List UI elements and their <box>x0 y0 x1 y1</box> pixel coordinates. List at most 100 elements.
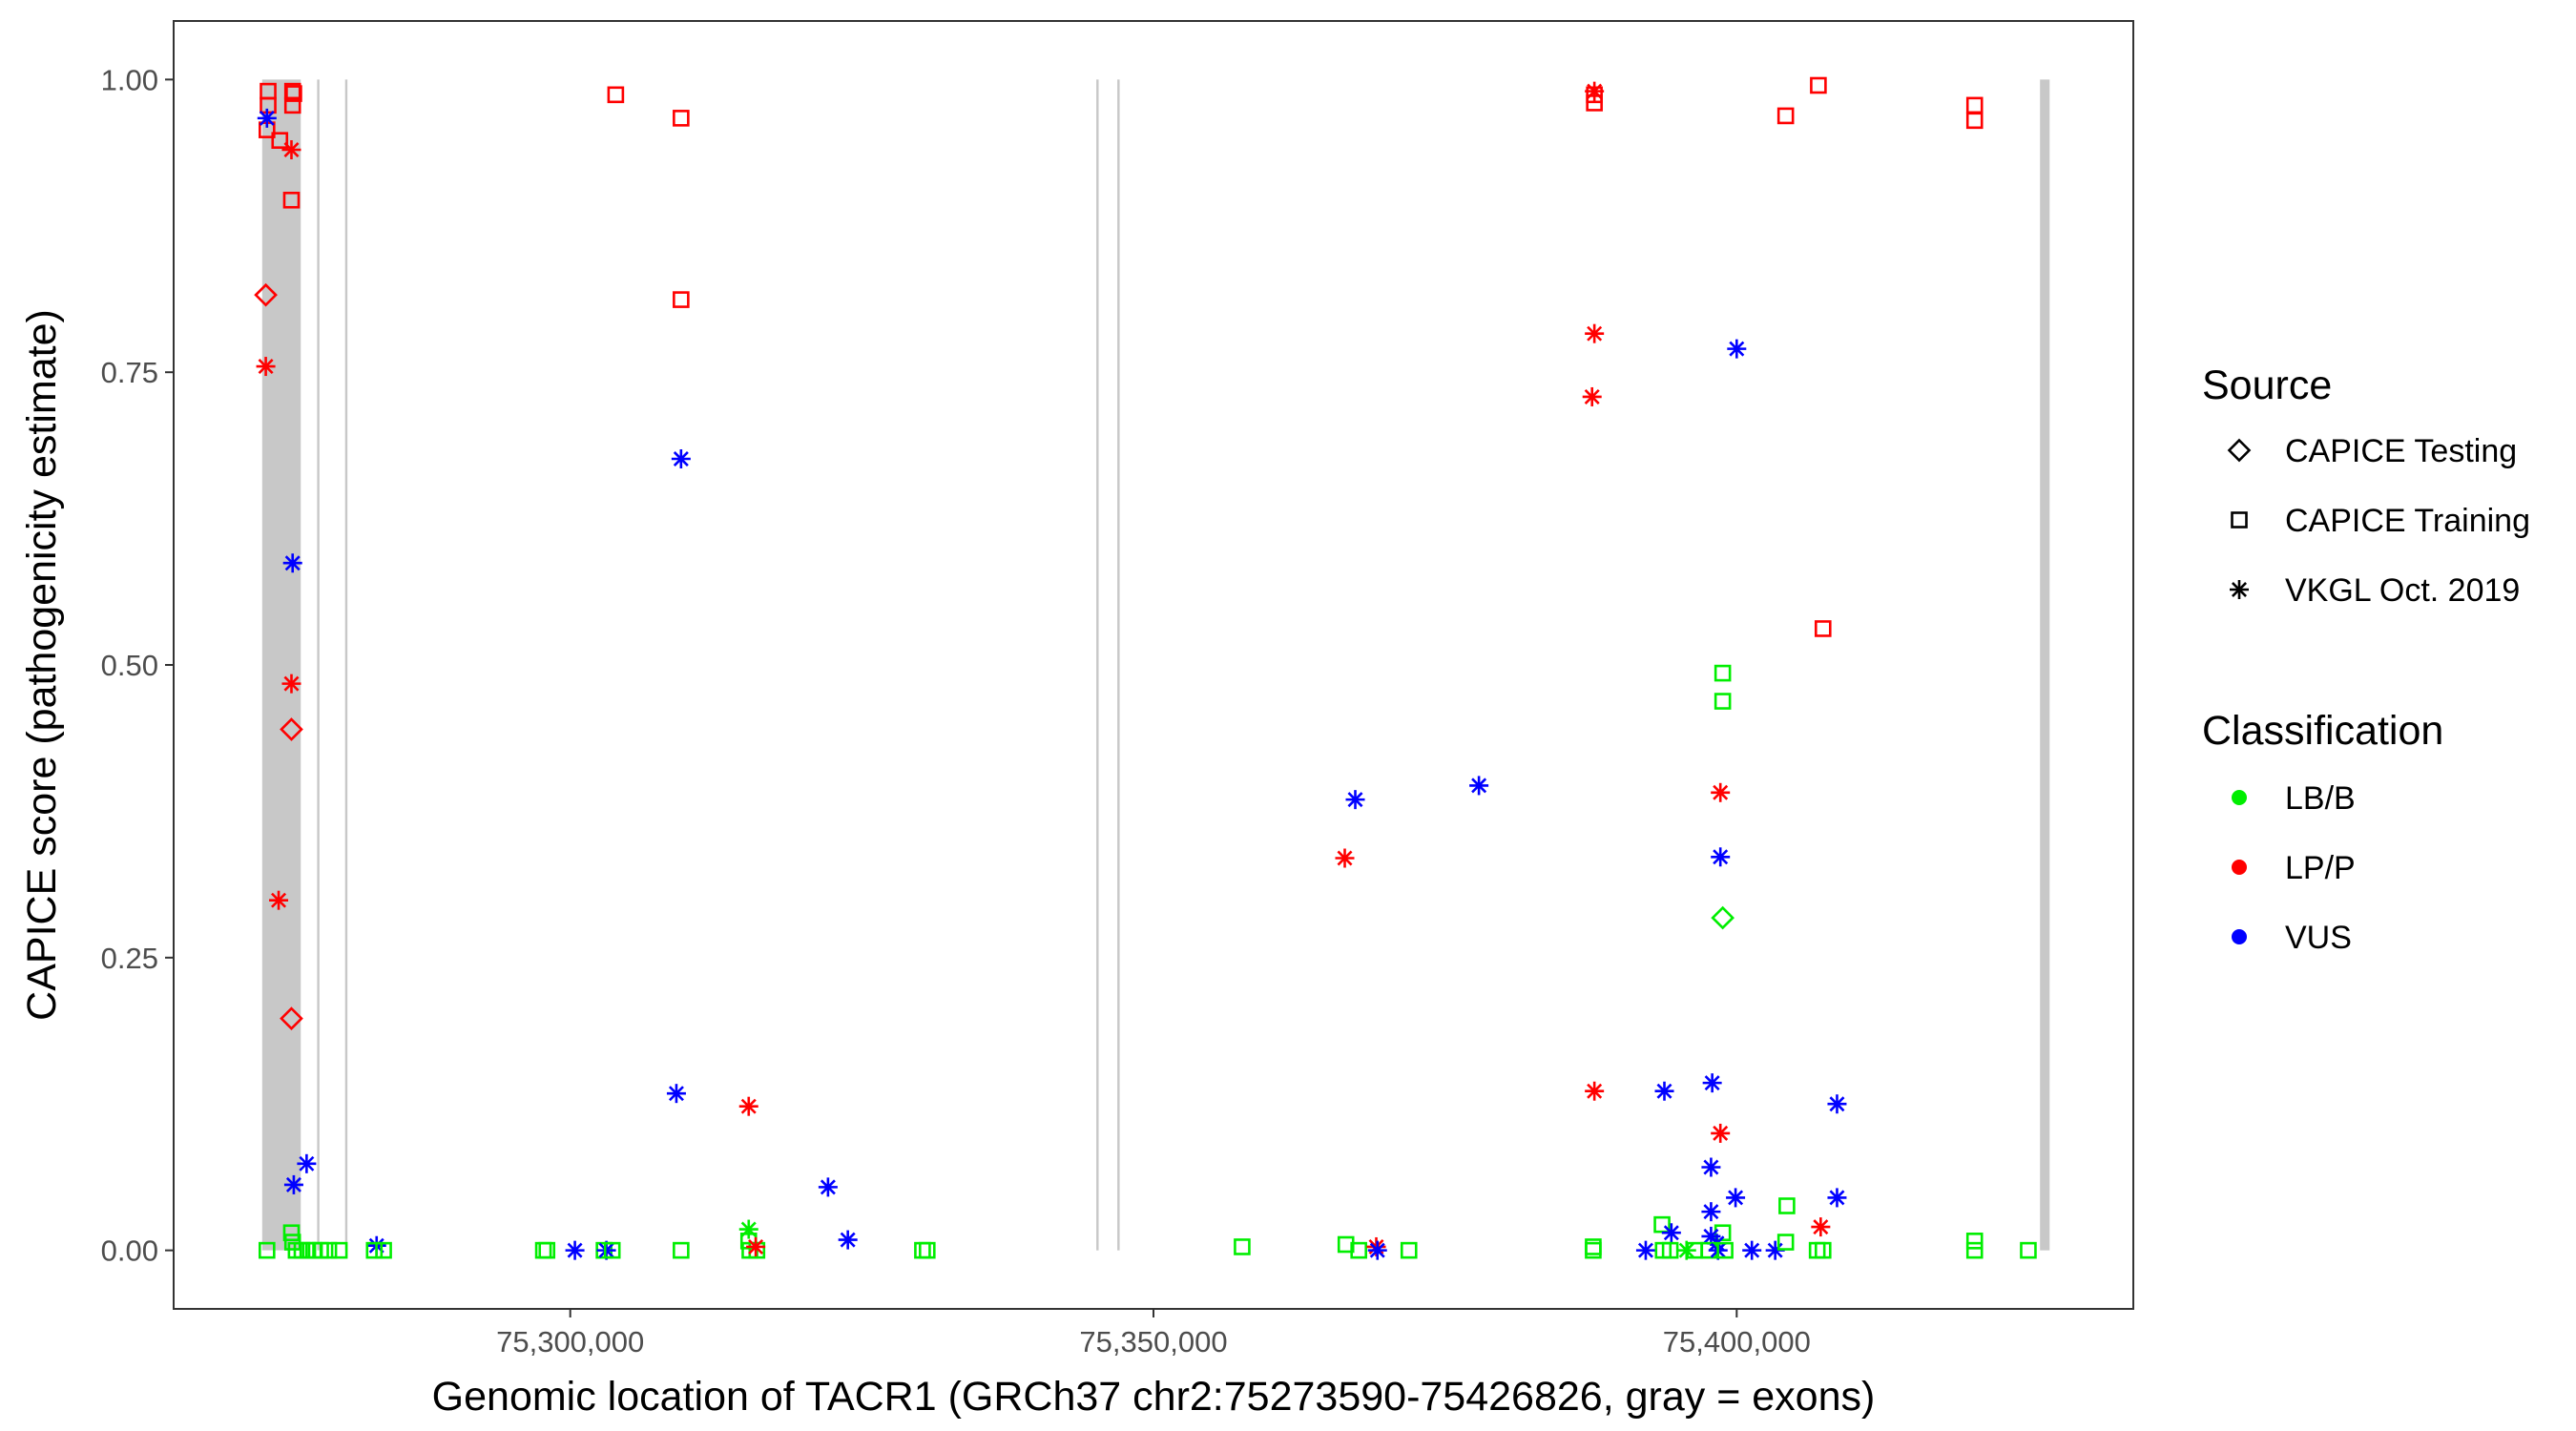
x-axis: 75,300,000 75,350,000 75,400,000 <box>496 1309 1811 1358</box>
exon-band <box>2040 79 2050 1251</box>
legend-source-label: CAPICE Testing <box>2285 433 2517 469</box>
data-point <box>1714 693 1732 710</box>
data-point <box>1765 1240 1785 1260</box>
data-point <box>259 1241 276 1259</box>
data-point <box>1635 1240 1655 1260</box>
data-point <box>1701 1157 1721 1177</box>
legend-source-items: CAPICE Testing CAPICE Training VKGL Oct. 2… <box>2227 433 2530 609</box>
data-point <box>607 86 625 104</box>
data-point <box>1726 1188 1746 1208</box>
legend-source-title: Source <box>2202 363 2332 408</box>
x-tick-label: 75,400,000 <box>1663 1325 1811 1358</box>
data-point <box>1965 1241 1984 1259</box>
legend-classification-label: LB/B <box>2285 780 2356 817</box>
exon-bands <box>261 79 2050 1251</box>
data-point <box>320 1241 338 1259</box>
data-point <box>818 1177 838 1197</box>
data-point <box>1814 1241 1832 1259</box>
legend: Source CAPICE Testing CAPICE Training VKGL… <box>2202 363 2530 956</box>
data-point <box>838 1230 858 1250</box>
x-tick-label: 75,300,000 <box>496 1325 644 1358</box>
y-tick-label: 0.00 <box>101 1234 158 1268</box>
data-point <box>746 1236 766 1256</box>
data-point <box>256 357 276 377</box>
data-point <box>1661 1223 1681 1243</box>
legend-classification-title: Classification <box>2202 708 2443 754</box>
data-point <box>1711 847 1731 867</box>
exon-band <box>261 79 301 1251</box>
data-point <box>297 1153 317 1173</box>
data-point <box>1778 1197 1796 1214</box>
legend-key-asterisk <box>2230 580 2249 599</box>
data-point <box>1776 107 1795 125</box>
legend-key-dot <box>2232 929 2247 944</box>
legend-source-label: VKGL Oct. 2019 <box>2285 572 2520 609</box>
data-point <box>1716 1241 1734 1259</box>
data-point <box>673 291 690 308</box>
data-point <box>1742 1240 1762 1260</box>
data-point <box>282 553 302 573</box>
exon-band <box>317 79 320 1251</box>
data-point <box>285 85 302 102</box>
data-point <box>1810 76 1827 94</box>
legend-key-dot <box>2232 790 2247 805</box>
data-point <box>282 1224 301 1242</box>
data-point <box>283 96 301 114</box>
y-axis: 0.00 0.25 0.50 0.75 1.00 <box>101 63 174 1268</box>
x-axis-label: Genomic location of TACR1 (GRCh37 chr2:7… <box>432 1374 1876 1420</box>
data-point <box>1714 664 1732 682</box>
y-tick-label: 0.25 <box>101 942 158 975</box>
data-point <box>1337 1235 1355 1254</box>
data-point <box>1702 1073 1722 1093</box>
data-point <box>603 1241 621 1259</box>
data-point <box>281 674 301 694</box>
data-point <box>1827 1094 1847 1114</box>
data-point <box>330 1241 348 1259</box>
data-point <box>1469 776 1489 796</box>
data-point <box>281 140 301 159</box>
y-tick-label: 0.50 <box>101 649 158 682</box>
data-point <box>565 1240 585 1260</box>
data-point <box>271 132 289 149</box>
legend-key-dot <box>2232 860 2247 875</box>
data-point <box>673 110 690 127</box>
data-point <box>280 1006 303 1030</box>
data-point <box>1811 1217 1831 1237</box>
data-point <box>1654 1081 1674 1101</box>
data-point <box>1582 386 1602 406</box>
exon-band <box>1117 79 1120 1251</box>
data-point <box>1827 1188 1847 1208</box>
data-point <box>1711 905 1735 930</box>
data-point <box>1965 1233 1984 1250</box>
data-point <box>1727 339 1747 359</box>
exon-band <box>1096 79 1099 1251</box>
data-point <box>1400 1241 1418 1259</box>
data-point <box>738 1219 758 1239</box>
data-point <box>1350 1241 1367 1259</box>
data-point <box>1701 1202 1721 1222</box>
legend-classification-label: LP/P <box>2285 850 2356 886</box>
y-tick-label: 0.75 <box>101 356 158 389</box>
legend-classification-label: VUS <box>2285 920 2352 956</box>
data-point <box>282 191 301 209</box>
data-point <box>738 1096 758 1116</box>
legend-key-square <box>2231 511 2248 529</box>
data-point <box>283 1174 303 1194</box>
data-point <box>1335 848 1355 868</box>
data-point <box>280 717 303 741</box>
data-point <box>365 1241 384 1259</box>
data-point <box>257 108 277 128</box>
data-point <box>673 1241 690 1259</box>
data-point <box>1586 94 1603 112</box>
data-point <box>375 1241 392 1259</box>
y-axis-label: CAPICE score (pathogenicity estimate) <box>19 309 65 1021</box>
data-points <box>254 76 2037 1260</box>
data-point <box>1965 112 1984 130</box>
data-point <box>1234 1238 1251 1255</box>
data-point <box>1367 1240 1387 1260</box>
data-point <box>538 1241 556 1259</box>
legend-classification-items: LB/B LP/P VUS <box>2232 780 2356 956</box>
data-point <box>1711 782 1731 802</box>
